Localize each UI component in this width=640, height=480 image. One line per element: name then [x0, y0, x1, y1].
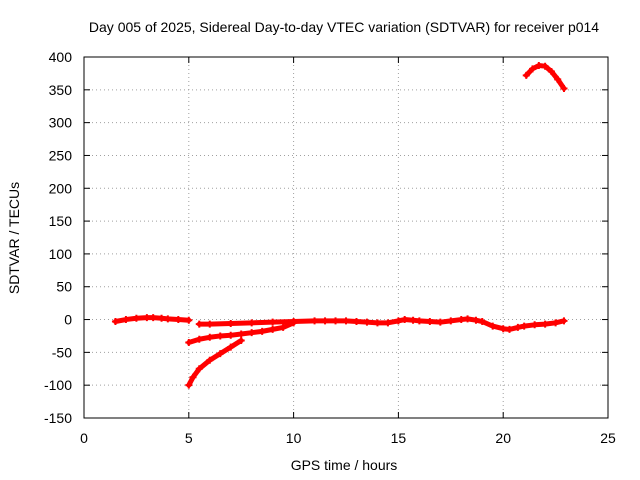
series-p014-arc-2 [185, 319, 298, 347]
data-point [269, 318, 277, 326]
data-point [227, 319, 235, 327]
y-tick-label: 0 [64, 312, 72, 328]
data-point [258, 327, 266, 335]
data-point [206, 320, 214, 328]
data-point [560, 317, 568, 325]
data-point [206, 356, 214, 364]
data-point [290, 318, 298, 326]
data-point [505, 325, 513, 333]
y-tick-label: -50 [52, 344, 72, 360]
y-tick-label: 200 [49, 180, 73, 196]
y-tick-label: 250 [49, 147, 73, 163]
data-point [158, 314, 166, 322]
x-tick-label: 20 [495, 430, 511, 446]
data-point [185, 339, 193, 347]
series-p014-arc-1 [111, 314, 193, 326]
data-point [227, 343, 235, 351]
data-point [174, 316, 182, 324]
x-tick-label: 15 [391, 430, 407, 446]
data-point [384, 319, 392, 327]
data-point [227, 331, 235, 339]
data-point [541, 320, 549, 328]
data-point [185, 316, 193, 324]
y-tick-label: -100 [44, 377, 72, 393]
plot-frame [83, 56, 609, 419]
data-point [237, 330, 245, 338]
series-p014-arc-5 [522, 62, 568, 93]
y-tick-label: 50 [56, 279, 72, 295]
data-point [478, 318, 486, 326]
data-point [409, 316, 417, 324]
data-point [464, 315, 472, 323]
data-point [352, 318, 360, 326]
data-point [447, 317, 455, 325]
y-tick-label: 400 [49, 49, 73, 65]
y-tick-label: -150 [44, 410, 72, 426]
data-point [237, 337, 245, 345]
y-axis-title: SDTVAR / TECUs [6, 182, 22, 294]
data-point [216, 332, 224, 340]
data-point [132, 314, 140, 322]
data-point [415, 317, 423, 325]
data-point [560, 85, 568, 93]
x-axis-title: GPS time / hours [291, 457, 398, 473]
data-point [394, 317, 402, 325]
data-point [195, 335, 203, 343]
data-series [111, 62, 568, 389]
data-point [342, 317, 350, 325]
data-point [206, 333, 214, 341]
data-point [195, 320, 203, 328]
data-point [514, 323, 522, 331]
data-point [248, 329, 256, 337]
data-point [363, 318, 371, 326]
grid-lines [84, 57, 608, 418]
data-point [541, 62, 549, 70]
data-point [269, 325, 277, 333]
axis-ticks: -150 -100 -50 0 50 100 150 200 250 300 350 400 0 5 10 1… [44, 49, 616, 446]
data-point [111, 318, 119, 326]
data-point [426, 318, 434, 326]
data-point [457, 316, 465, 324]
data-point [149, 314, 157, 322]
data-point [529, 65, 537, 73]
data-point [195, 365, 203, 373]
data-point [332, 317, 340, 325]
data-point [122, 316, 130, 324]
y-tick-label: 300 [49, 115, 73, 131]
data-point [531, 321, 539, 329]
x-tick-label: 0 [80, 430, 88, 446]
data-point [279, 323, 287, 331]
data-point [554, 75, 562, 83]
x-tick-label: 5 [185, 430, 193, 446]
y-tick-label: 150 [49, 213, 73, 229]
data-point [189, 373, 197, 381]
data-point [547, 67, 555, 75]
data-point [552, 319, 560, 327]
y-tick-label: 100 [49, 246, 73, 262]
data-point [143, 314, 151, 322]
data-point [373, 319, 381, 327]
series-p014-arc-4 [195, 315, 568, 333]
data-point [520, 322, 528, 330]
data-point [321, 317, 329, 325]
data-point [311, 317, 319, 325]
data-point [248, 319, 256, 327]
data-point [489, 322, 497, 330]
data-point [401, 316, 409, 324]
series-p014-arc-3 [185, 337, 245, 389]
data-point [216, 350, 224, 358]
data-point [522, 71, 530, 79]
chart-title: Day 005 of 2025, Sidereal Day-to-day VTE… [89, 19, 599, 35]
x-tick-label: 10 [286, 430, 302, 446]
x-tick-label: 25 [600, 430, 616, 446]
data-point [499, 325, 507, 333]
data-point [185, 381, 193, 389]
data-point [436, 318, 444, 326]
data-point [535, 62, 543, 70]
data-point [472, 316, 480, 324]
y-tick-label: 350 [49, 82, 73, 98]
data-point [164, 315, 172, 323]
